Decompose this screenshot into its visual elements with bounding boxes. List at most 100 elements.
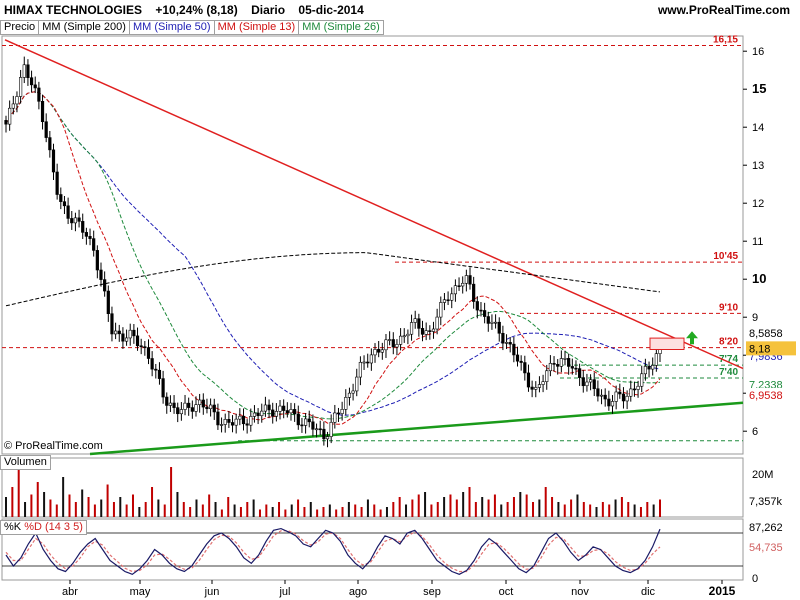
candle-body bbox=[8, 107, 12, 125]
candle-body bbox=[216, 411, 220, 426]
volume-bar bbox=[170, 467, 173, 517]
candle-body bbox=[106, 290, 110, 315]
candle-body bbox=[219, 424, 224, 426]
volume-bar bbox=[405, 504, 408, 517]
volume-bar bbox=[392, 502, 395, 517]
candle-body bbox=[117, 330, 121, 335]
candle-body bbox=[618, 391, 622, 395]
x-tick-label-9: 2015 bbox=[709, 584, 736, 598]
volume-bar bbox=[220, 509, 223, 517]
candle-body bbox=[610, 401, 615, 407]
candle-body bbox=[37, 87, 41, 102]
ma-value-label-3: 6,9538 bbox=[749, 390, 783, 402]
candle-body bbox=[377, 349, 381, 353]
volume-bar bbox=[138, 507, 141, 517]
volume-bar bbox=[519, 492, 522, 517]
volume-bar bbox=[278, 502, 281, 517]
volume-bar bbox=[417, 494, 420, 517]
candle-body bbox=[33, 84, 37, 89]
x-tick-label-5: sep bbox=[423, 586, 441, 598]
volume-bar bbox=[316, 509, 319, 517]
legend-item-2[interactable]: MM (Simple 50) bbox=[129, 20, 215, 35]
legend-item-1[interactable]: MM (Simple 200) bbox=[39, 20, 130, 35]
candle-body bbox=[176, 407, 180, 415]
candle-body bbox=[336, 412, 341, 415]
volume-bar bbox=[430, 504, 433, 517]
candle-body bbox=[369, 354, 373, 364]
candle-body bbox=[519, 360, 523, 363]
price-tick-label-5: 11 bbox=[752, 236, 763, 248]
candle-body bbox=[274, 411, 278, 417]
volume-bar bbox=[481, 497, 484, 517]
volume-bar bbox=[74, 502, 77, 517]
legend-item-3[interactable]: MM (Simple 13) bbox=[214, 20, 300, 35]
volume-bar bbox=[462, 492, 465, 517]
candle-body bbox=[282, 405, 286, 411]
candle-body bbox=[599, 394, 604, 397]
ma200-line bbox=[5, 252, 661, 307]
volume-bar bbox=[557, 502, 560, 517]
volume-bar bbox=[106, 484, 109, 517]
candle-body bbox=[508, 342, 512, 345]
volume-bar bbox=[252, 499, 255, 517]
candle-body bbox=[373, 349, 377, 356]
candle-body bbox=[534, 387, 538, 390]
candle-body bbox=[223, 419, 227, 425]
candle-body bbox=[450, 293, 454, 301]
candle-body bbox=[424, 330, 428, 335]
candle-body bbox=[472, 283, 476, 302]
volume-bar bbox=[125, 504, 128, 517]
volume-bar bbox=[258, 509, 261, 517]
volume-bar bbox=[233, 504, 236, 517]
candle-body bbox=[417, 318, 421, 329]
volume-bar bbox=[297, 499, 300, 517]
candle-body bbox=[165, 396, 169, 406]
price-tick-label-2: 14 bbox=[752, 122, 764, 134]
volume-bar bbox=[360, 507, 363, 517]
volume-bar bbox=[195, 499, 198, 517]
site-url[interactable]: www.ProRealTime.com bbox=[657, 3, 790, 17]
candle-body bbox=[29, 77, 34, 86]
candle-body bbox=[493, 321, 498, 324]
candle-body bbox=[55, 171, 59, 195]
candle-body bbox=[380, 349, 384, 353]
candle-body bbox=[22, 64, 26, 78]
candle-body bbox=[366, 361, 370, 364]
volume-bar bbox=[176, 492, 179, 517]
candle-body bbox=[227, 419, 231, 423]
candle-body bbox=[435, 316, 439, 330]
legend-item-4[interactable]: MM (Simple 26) bbox=[299, 20, 384, 35]
candle-body bbox=[318, 428, 322, 431]
x-tick-label-4: ago bbox=[349, 586, 367, 598]
candle-body bbox=[526, 372, 531, 388]
candle-body bbox=[654, 353, 658, 366]
candle-body bbox=[296, 413, 300, 426]
candle-body bbox=[278, 405, 282, 412]
volume-bar bbox=[373, 504, 376, 517]
candle-body bbox=[70, 218, 74, 224]
candle-body bbox=[643, 366, 647, 375]
candle-body bbox=[103, 279, 107, 292]
candle-body bbox=[260, 410, 264, 417]
x-tick-label-2: jun bbox=[204, 586, 220, 598]
candle-body bbox=[420, 328, 425, 335]
volume-bar bbox=[576, 494, 579, 517]
price-tick-label-7: 9 bbox=[752, 312, 758, 324]
volume-bar bbox=[468, 487, 471, 517]
legend-item-0[interactable]: Precio bbox=[0, 20, 40, 35]
x-tick-label-8: dic bbox=[641, 586, 656, 598]
candle-body bbox=[556, 364, 560, 367]
volume-bar bbox=[570, 499, 573, 517]
candle-body bbox=[114, 330, 118, 335]
volume-bar bbox=[265, 504, 268, 517]
volume-bar bbox=[208, 494, 211, 517]
candle-body bbox=[307, 418, 311, 423]
price-tick-label-0: 16 bbox=[752, 46, 764, 58]
volume-bar bbox=[309, 502, 312, 517]
candle-body bbox=[647, 366, 651, 370]
candle-body bbox=[51, 149, 56, 173]
candle-body bbox=[190, 407, 194, 412]
candle-body bbox=[238, 415, 242, 420]
candle-body bbox=[128, 329, 132, 339]
price-tick-label-4: 12 bbox=[752, 198, 764, 210]
